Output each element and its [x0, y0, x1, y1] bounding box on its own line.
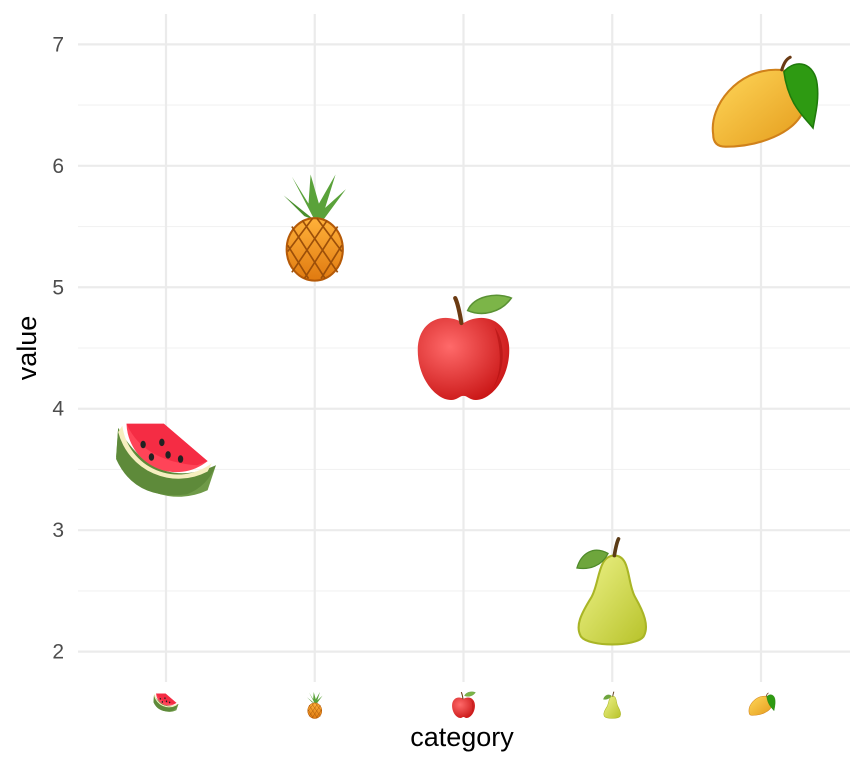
data-point-pineapple-icon	[282, 173, 347, 282]
y-axis-title: value	[12, 316, 42, 381]
data-point-watermelon-icon	[116, 423, 216, 497]
y-axis: 2 3 4 5 6 7	[52, 33, 64, 663]
x-tick-label-pear-icon	[602, 691, 622, 719]
y-tick-label: 6	[52, 155, 64, 178]
data-points	[116, 55, 820, 647]
y-tick-label: 3	[52, 519, 64, 542]
data-point-mango-icon	[711, 55, 820, 149]
y-tick-label: 4	[52, 398, 64, 421]
y-tick-label: 2	[52, 641, 64, 664]
x-tick-label-watermelon-icon	[153, 693, 179, 712]
y-tick-label: 5	[52, 276, 64, 299]
x-tick-label-pineapple-icon	[306, 691, 323, 719]
x-tick-label-mango-icon	[748, 692, 776, 716]
x-tick-label-apple-icon	[451, 691, 476, 719]
x-axis	[153, 691, 776, 719]
x-axis-title: category	[410, 722, 514, 752]
y-tick-label: 7	[52, 33, 64, 56]
